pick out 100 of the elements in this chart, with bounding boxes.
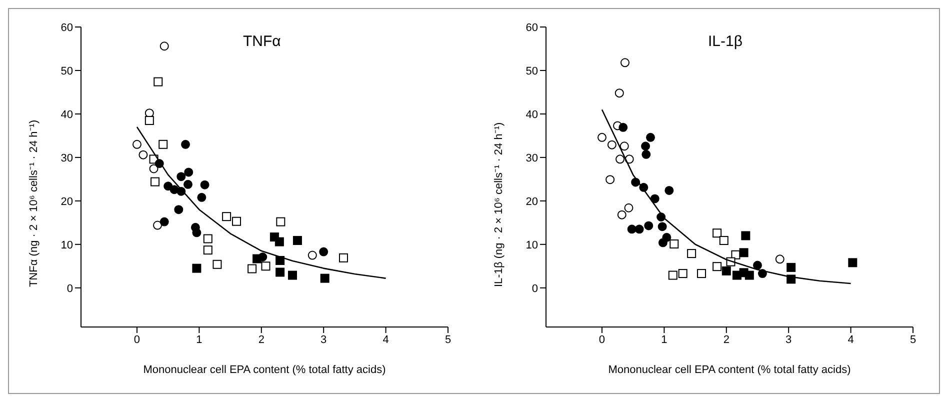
point [276, 268, 285, 277]
point [308, 250, 317, 260]
point [261, 262, 270, 271]
point [752, 260, 762, 270]
y-tick-label: 10 [526, 239, 538, 252]
point [232, 216, 242, 226]
point [634, 224, 644, 234]
point [627, 224, 636, 234]
point [149, 164, 158, 174]
point [274, 237, 284, 246]
point [620, 142, 629, 151]
x-tick-label: 5 [444, 334, 452, 346]
point [174, 205, 184, 214]
x-tick-label: 4 [848, 334, 854, 346]
point [292, 236, 302, 245]
point [248, 264, 257, 274]
y-tick-label: 40 [60, 108, 73, 121]
point [732, 270, 742, 280]
x-tick-label: 4 [382, 334, 389, 346]
x-tick-label: 1 [661, 334, 668, 346]
point [203, 234, 212, 244]
y-axis-title: TNFα (ng · 2 × 10⁶ cells⁻¹ · 24 h⁻¹) [28, 120, 40, 287]
point [617, 210, 626, 220]
y-tick-label: 40 [526, 108, 538, 121]
point [339, 253, 348, 262]
point [624, 203, 634, 212]
point [712, 262, 722, 272]
point [607, 140, 616, 150]
point [160, 42, 169, 51]
point [712, 228, 722, 238]
point [614, 88, 624, 98]
point [183, 180, 192, 189]
point [739, 248, 748, 258]
point [150, 177, 160, 186]
y-tick-label: 30 [526, 152, 538, 164]
point [606, 175, 615, 184]
point [320, 274, 330, 283]
point [192, 228, 202, 238]
chart-title: IL-1β [708, 33, 742, 50]
y-tick-label: 0 [66, 282, 73, 295]
y-axis-title: IL-1β (ng · 2 × 10⁶ cells⁻¹ · 24 h⁻¹) [492, 122, 505, 287]
point [154, 77, 163, 86]
point [288, 270, 297, 280]
chart-title: TNFα [243, 33, 281, 50]
point [203, 246, 212, 255]
point [786, 262, 796, 272]
point [132, 140, 142, 149]
point [153, 220, 162, 230]
point [646, 132, 655, 142]
point [658, 238, 668, 248]
point [192, 264, 202, 273]
point [200, 180, 210, 190]
y-tick-label: 10 [60, 239, 73, 252]
y-tick-label: 0 [532, 282, 538, 295]
x-axis-title: Mononuclear cell EPA content (% total fatty acids) [143, 364, 386, 376]
point [176, 172, 186, 182]
y-tick-label: 20 [60, 196, 73, 208]
x-tick-label: 2 [723, 334, 730, 346]
point [722, 266, 731, 276]
point [144, 116, 154, 125]
line-series [601, 108, 852, 284]
point [642, 150, 651, 159]
point [160, 217, 169, 226]
point [618, 122, 628, 132]
point [184, 168, 194, 177]
point [670, 239, 679, 248]
x-tick-label: 0 [134, 334, 140, 346]
x-axis-title: Mononuclear cell EPA content (% total fatty acids) [608, 364, 851, 376]
point [719, 236, 728, 245]
x-tick-label: 1 [196, 334, 202, 346]
y-tick-label: 20 [526, 196, 538, 208]
y-tick-label: 30 [60, 152, 73, 164]
point [644, 221, 654, 230]
point [616, 154, 625, 164]
point [158, 140, 168, 149]
y-tick-label: 60 [526, 22, 538, 34]
point [744, 270, 754, 280]
point [741, 231, 750, 240]
point [138, 150, 148, 160]
point [697, 269, 706, 278]
point [212, 260, 222, 269]
x-tick-label: 5 [910, 334, 916, 346]
point [687, 249, 696, 258]
point [668, 270, 678, 280]
point [222, 212, 232, 222]
point [678, 269, 688, 278]
point [848, 258, 858, 268]
point [658, 222, 667, 232]
x-tick-label: 0 [598, 334, 606, 346]
point [597, 132, 606, 142]
point [664, 186, 674, 195]
point [641, 142, 650, 151]
line-series [136, 126, 386, 279]
point [620, 58, 630, 68]
x-tick-label: 3 [320, 334, 327, 346]
point [252, 254, 262, 264]
point [197, 192, 206, 202]
y-tick-label: 60 [60, 22, 73, 34]
point [276, 217, 286, 226]
x-tick-label: 2 [258, 334, 264, 346]
